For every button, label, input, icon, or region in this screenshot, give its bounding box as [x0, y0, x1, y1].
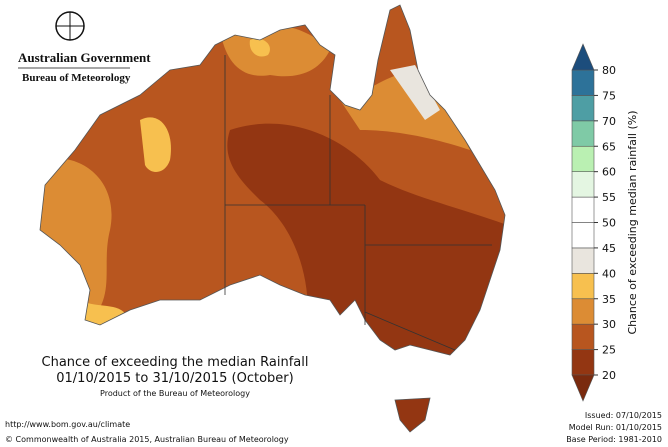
color-band [571, 349, 595, 376]
tick-label: 35 [602, 293, 616, 306]
government: Australian Government [18, 50, 151, 65]
period: 01/10/2015 to 31/10/2015 (October) [56, 371, 293, 386]
tick-label: 75 [602, 89, 616, 102]
tick-label: 70 [602, 115, 616, 128]
agency: Bureau of Meteorology [22, 72, 131, 84]
color-band [571, 323, 595, 350]
title: Chance of exceeding the median Rainfall [42, 355, 309, 370]
color-band [571, 298, 595, 325]
tick-label: 45 [602, 242, 616, 255]
color-band [571, 120, 595, 147]
color-band [571, 145, 595, 172]
issued: Issued: 07/10/2015 [585, 411, 662, 420]
legend: 20 25 30 35 40 45 50 55 60 65 70 75 80 Chance of exce… [571, 43, 639, 402]
tick-label: 65 [602, 140, 616, 153]
color-band [571, 95, 595, 122]
color-band [571, 273, 595, 300]
tick-label: 50 [602, 217, 616, 230]
tick-label: 60 [602, 166, 616, 179]
product: Product of the Bureau of Meteorology [100, 389, 250, 398]
logo: Australian Government Bureau of Meteorol… [18, 11, 151, 84]
below-triangle [571, 374, 595, 402]
above-triangle [571, 43, 595, 71]
tick-label: 55 [602, 191, 616, 204]
copyright: © Commonwealth of Australia 2015, Austra… [5, 435, 289, 444]
legend-label: Chance of exceeding median rainfall (%) [626, 110, 639, 334]
tick-label: 20 [602, 369, 616, 382]
color-band [571, 247, 595, 274]
url: http://www.bom.gov.au/climate [5, 420, 130, 429]
color-band [571, 171, 595, 198]
tick-label: 80 [602, 64, 616, 77]
tick-label: 30 [602, 318, 616, 331]
model-run: Model Run: 01/10/2015 [569, 423, 662, 432]
color-band [571, 69, 595, 96]
color-band [571, 222, 595, 249]
color-band [571, 196, 595, 223]
base-period: Base Period: 1981-2010 [566, 435, 662, 444]
tick-label: 40 [602, 267, 616, 280]
tick-label: 25 [602, 344, 616, 357]
